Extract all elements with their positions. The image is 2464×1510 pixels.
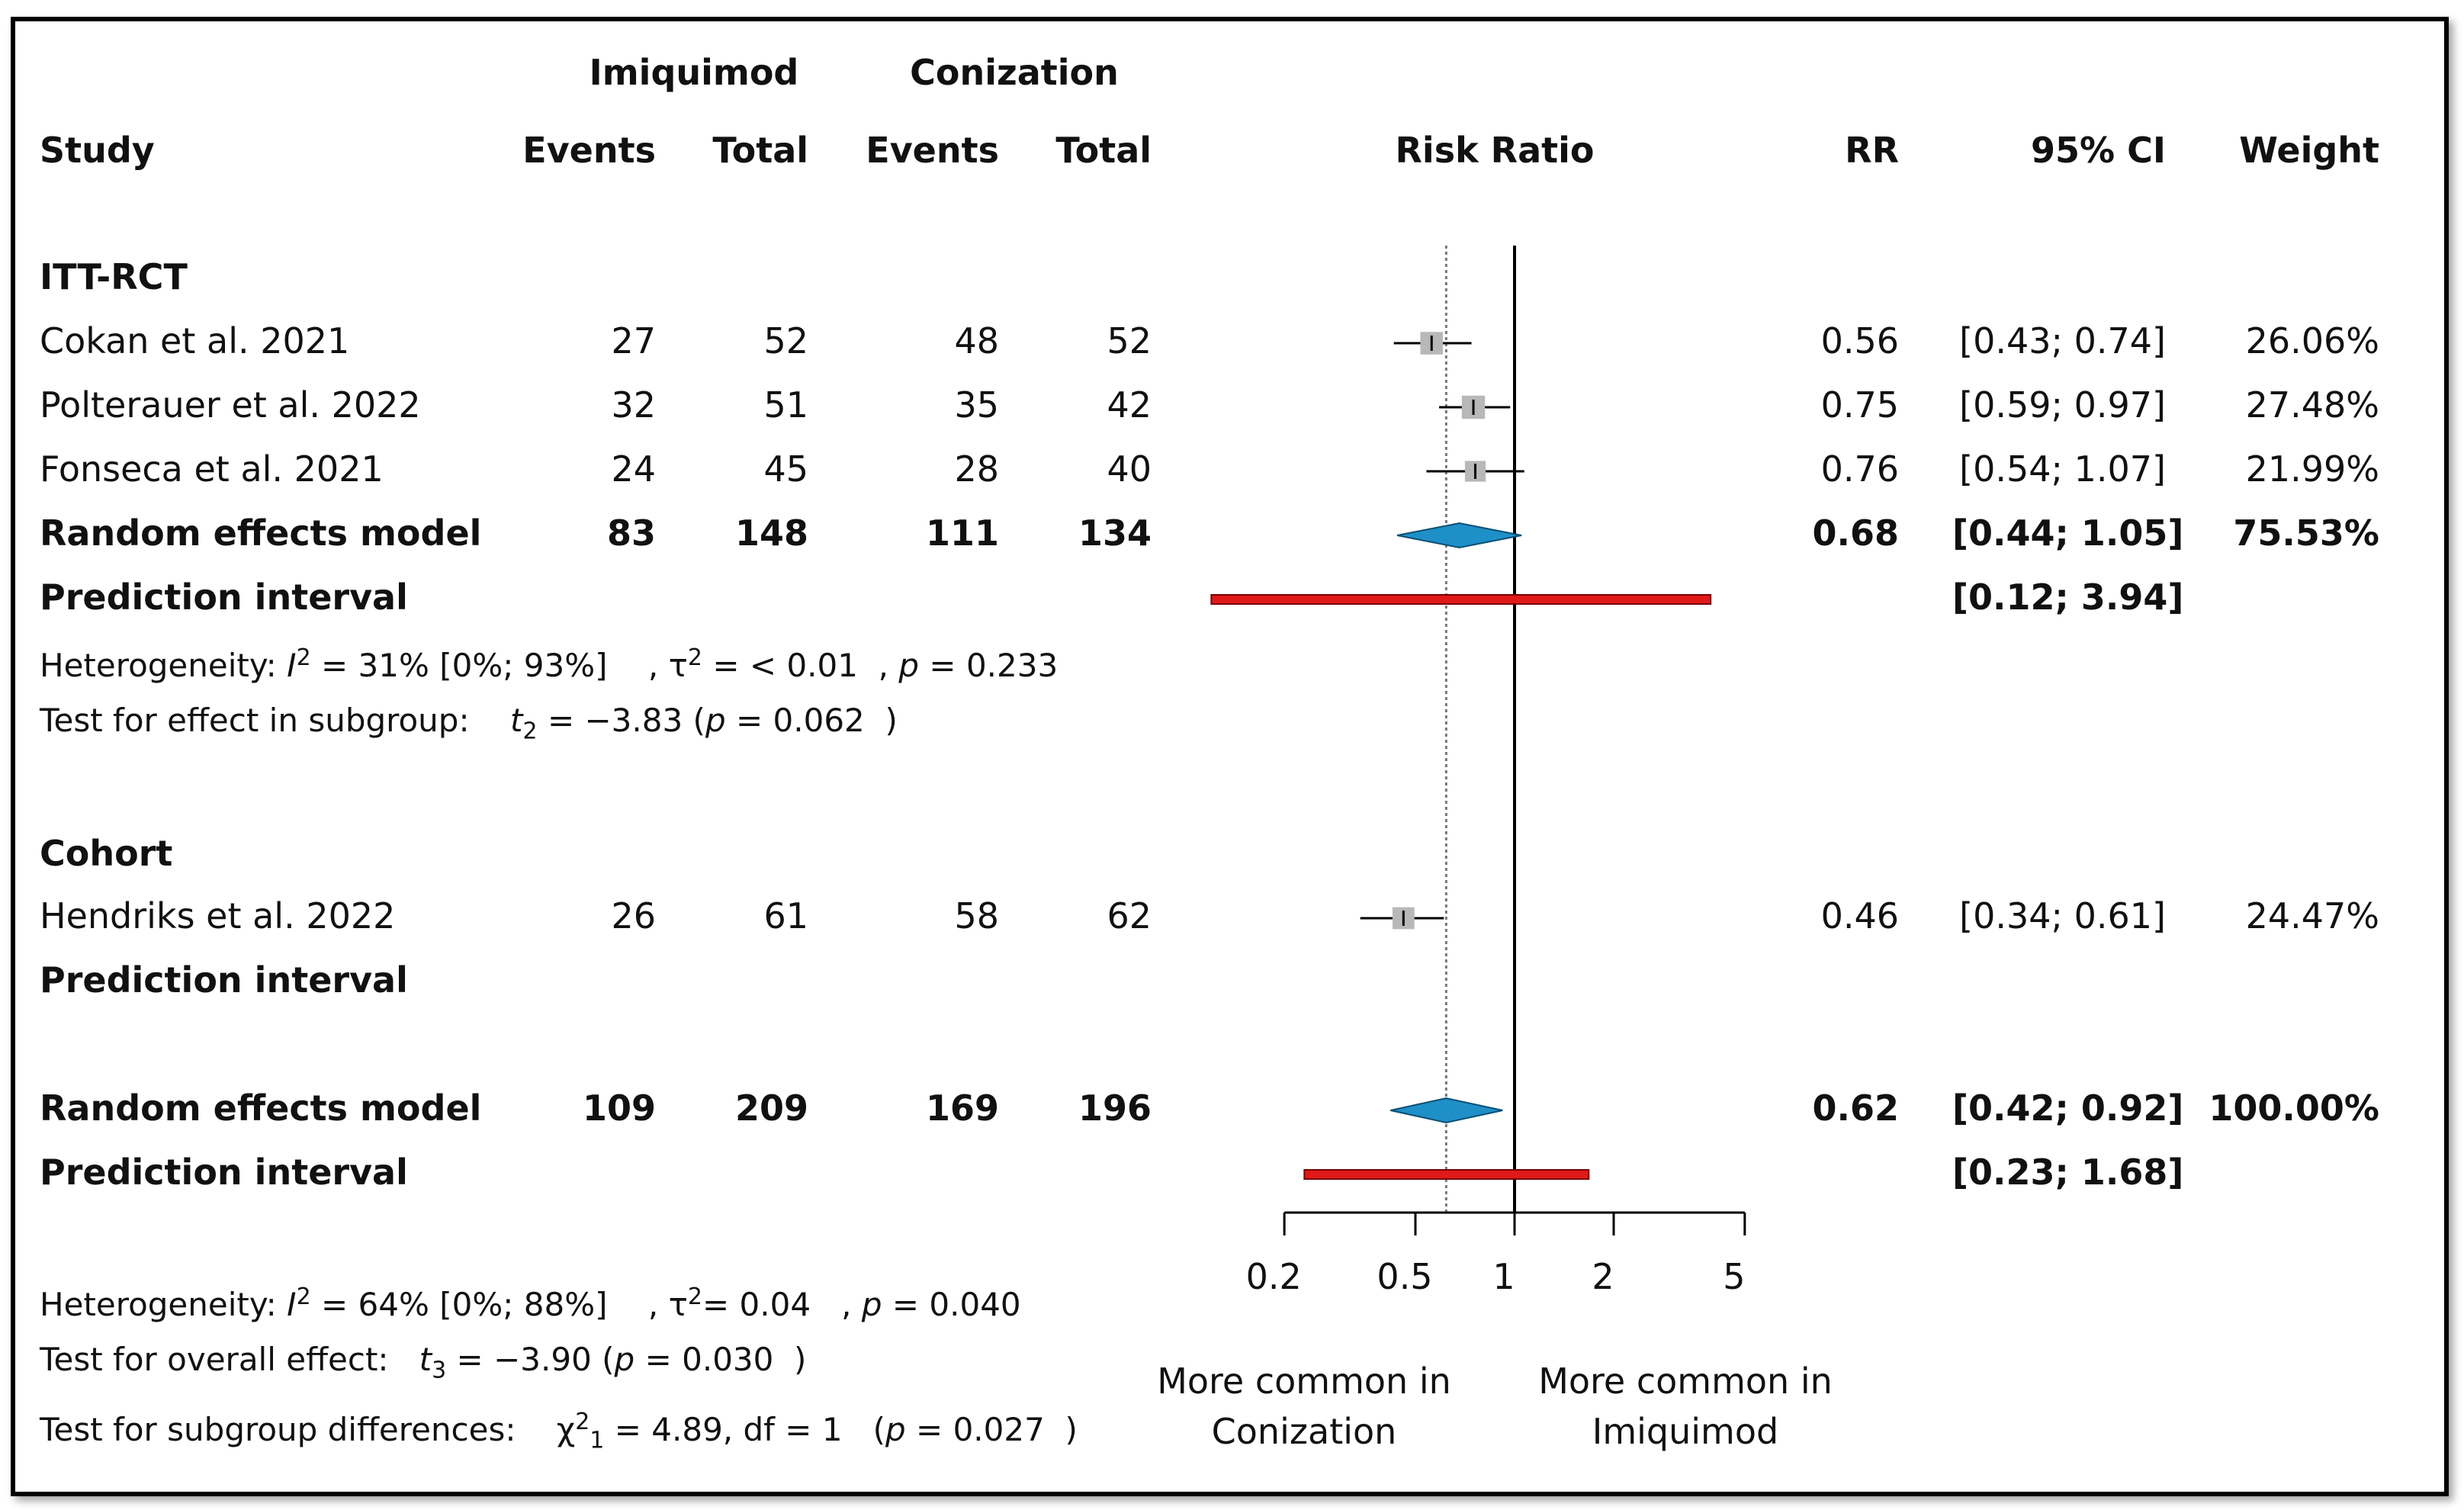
rr-value: 0.76 [1820,448,1899,490]
weight-value: 27.48% [2245,384,2379,426]
prediction-interval-label: Prediction interval [40,959,408,1001]
imi-events: 109 [582,1088,656,1129]
ci-value: [0.44; 1.05] [1952,512,2184,554]
prediction-ci-value: [0.12; 3.94] [1952,577,2184,618]
con-events: 28 [954,448,999,490]
weight-value: 100.00% [2209,1088,2379,1129]
subgroup-heterogeneity: Heterogeneity: I2 = 31% [0%; 93%] , τ2 =… [40,644,1059,684]
prediction-interval-bar [1303,1169,1590,1180]
study-header: Study [40,130,155,171]
figure-frame [11,17,2449,1496]
x-axis-tick-label: 1 [1492,1256,1515,1297]
summary-diamond [1390,1097,1503,1124]
prediction-interval-label: Prediction interval [40,577,408,618]
weight-value: 75.53% [2233,512,2379,554]
subgroup-label-itt-rct: ITT-RCT [40,256,188,297]
con-total: 134 [1078,512,1152,554]
rr-header: RR [1845,130,1899,171]
conization-group-header: Conization [910,52,1119,93]
imi-total: 148 [734,512,808,554]
subgroup-label-cohort: Cohort [40,833,173,874]
ci-value: [0.54; 1.07] [1959,448,2166,490]
subgroup-model-label: Random effects model [40,512,482,554]
prediction-ci-value: [0.23; 1.68] [1952,1152,2184,1193]
x-axis-tick-label: 0.5 [1377,1256,1432,1297]
imi-total-header: Total [712,130,808,171]
imiquimod-group-header: Imiquimod [589,52,799,93]
study-name: Hendriks et al. 2022 [40,895,396,937]
imi-total: 51 [763,384,808,426]
rr-value: 0.75 [1820,384,1899,426]
subgroup-differences-test: Test for subgroup differences: χ21 = 4.8… [40,1409,1078,1454]
imi-events-header: Events [522,130,656,171]
imi-events: 24 [611,448,656,490]
favours-left-label-1: More common in [1157,1361,1451,1402]
con-events: 169 [925,1088,999,1129]
weight-value: 24.47% [2245,895,2379,937]
rr-value: 0.68 [1812,512,1900,554]
ci-value: [0.34; 0.61] [1959,895,2166,937]
con-total: 62 [1107,895,1152,937]
overall-effect-test: Test for overall effect: t3 = −3.90 (p =… [40,1341,807,1384]
con-events: 48 [954,320,999,361]
x-axis-tick-label: 0.2 [1246,1256,1302,1297]
con-total-header: Total [1055,130,1152,171]
weight-value: 21.99% [2245,448,2379,490]
ci-value: [0.43; 0.74] [1959,320,2166,361]
ci-value: [0.42; 0.92] [1952,1088,2184,1129]
con-total: 52 [1107,320,1152,361]
favours-right-label-2: Imiquimod [1592,1411,1779,1452]
study-name: Fonseca et al. 2021 [40,448,384,490]
rr-value: 0.46 [1820,895,1899,937]
con-events-header: Events [866,130,999,171]
summary-diamond [1396,522,1522,549]
prediction-interval-label: Prediction interval [40,1152,408,1193]
overall-model-label: Random effects model [40,1088,482,1129]
rr-value: 0.62 [1812,1088,1900,1129]
x-axis-tick-label: 5 [1723,1256,1745,1297]
imi-events: 83 [606,512,656,554]
risk-ratio-header: Risk Ratio [1395,130,1595,171]
con-total: 42 [1107,384,1152,426]
imi-total: 61 [763,895,808,937]
con-events: 35 [954,384,999,426]
con-total: 196 [1078,1088,1152,1129]
favours-left-label-2: Conization [1211,1411,1397,1452]
imi-events: 27 [611,320,656,361]
rr-value: 0.56 [1820,320,1899,361]
imi-total: 209 [734,1088,808,1129]
study-name: Cokan et al. 2021 [40,320,350,361]
con-events: 58 [954,895,999,937]
overall-heterogeneity: Heterogeneity: I2 = 64% [0%; 88%] , τ2= … [40,1284,1021,1323]
imi-events: 26 [611,895,656,937]
x-axis-tick-label: 2 [1592,1256,1614,1297]
ci-value: [0.59; 0.97] [1959,384,2166,426]
imi-total: 52 [763,320,808,361]
favours-right-label-1: More common in [1538,1361,1833,1402]
subgroup-effect-test: Test for effect in subgroup: t2 = −3.83 … [40,702,898,745]
prediction-interval-bar [1210,594,1712,605]
ci-header: 95% CI [2031,130,2166,171]
weight-header: Weight [2239,130,2379,171]
imi-total: 45 [763,448,808,490]
weight-value: 26.06% [2245,320,2379,361]
con-events: 111 [925,512,999,554]
imi-events: 32 [611,384,656,426]
con-total: 40 [1107,448,1152,490]
study-name: Polterauer et al. 2022 [40,384,421,426]
